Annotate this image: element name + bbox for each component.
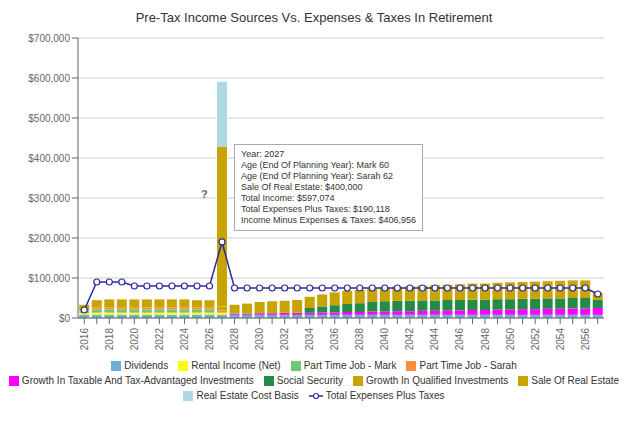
html-text:Total Expenses Plus Taxes: Total Expenses Plus Taxes [325, 390, 445, 401]
svg-text:2042: 2042 [404, 328, 415, 351]
html-text:Growth In Qualified Investment: Growth In Qualified Investments [366, 375, 509, 386]
svg-text:$0: $0 [59, 313, 71, 324]
html-text:Sale Of Real Estate: Sale Of Real Estate [531, 375, 620, 386]
svg-text:$500,000: $500,000 [28, 113, 70, 124]
svg-text:2016: 2016 [79, 328, 90, 351]
svg-text:2022: 2022 [154, 328, 165, 351]
svg-text:2026: 2026 [204, 328, 215, 351]
svg-text:2018: 2018 [104, 328, 115, 351]
svg-text:2046: 2046 [454, 328, 465, 351]
html-text:Rental Income (Net): Rental Income (Net) [191, 360, 281, 371]
svg-text:2052: 2052 [530, 328, 541, 351]
svg-text:$700,000: $700,000 [28, 33, 70, 44]
svg-text:2044: 2044 [429, 328, 440, 351]
svg-text:2020: 2020 [129, 328, 140, 351]
html-text:Part Time Job - Sarah: Part Time Job - Sarah [419, 360, 517, 371]
svg-text:2056: 2056 [580, 328, 591, 351]
svg-text:2048: 2048 [480, 328, 491, 351]
svg-text:2036: 2036 [329, 328, 340, 351]
svg-text:$300,000: $300,000 [28, 193, 70, 204]
html-text:Part Time Job - Mark: Part Time Job - Mark [303, 360, 397, 371]
svg-text:2032: 2032 [279, 328, 290, 351]
svg-text:$100,000: $100,000 [28, 273, 70, 284]
svg-text:$600,000: $600,000 [28, 73, 70, 84]
html-text:Pre-Tax Income Sources Vs. Exp: Pre-Tax Income Sources Vs. Expenses & Ta… [135, 10, 493, 25]
svg-text:$400,000: $400,000 [28, 153, 70, 164]
html-text:Dividends: Dividends [124, 360, 169, 371]
svg-text:$200,000: $200,000 [28, 233, 70, 244]
html-text:Real Estate Cost Basis: Real Estate Cost Basis [196, 390, 299, 401]
svg-text:2024: 2024 [179, 328, 190, 351]
svg-text:2030: 2030 [254, 328, 265, 351]
svg-text:2028: 2028 [229, 328, 240, 351]
html-text:Growth In Taxable And Tax-Adva: Growth In Taxable And Tax-Advantaged Inv… [21, 375, 254, 386]
svg-text:2038: 2038 [354, 328, 365, 351]
svg-text:2034: 2034 [304, 328, 315, 351]
svg-text:2050: 2050 [505, 328, 516, 351]
svg-text:2040: 2040 [379, 328, 390, 351]
html-text:Social Security: Social Security [276, 375, 343, 386]
html-text:Year: 2027 Age (End Of Plannin: Year: 2027 Age (End Of Planning Year): M… [241, 149, 416, 225]
svg-text:2054: 2054 [555, 328, 566, 351]
